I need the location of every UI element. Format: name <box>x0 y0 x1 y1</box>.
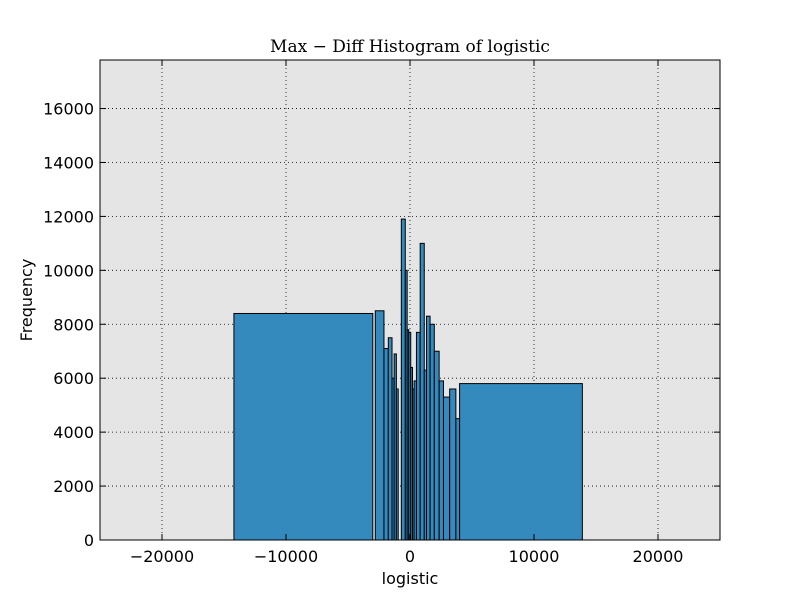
histogram-bar <box>459 383 583 541</box>
y-tick-label: 4000 <box>53 423 94 442</box>
x-tick-label: 0 <box>405 547 415 566</box>
x-axis-label: logistic <box>382 569 439 588</box>
x-tick-label: −10000 <box>254 547 318 566</box>
histogram-bar <box>383 348 389 541</box>
histogram-bar <box>419 242 425 541</box>
grid-lines <box>100 60 720 540</box>
histogram-bar <box>425 315 431 541</box>
x-tick-label: 10000 <box>509 547 560 566</box>
chart-title: Max − Diff Histogram of logistic <box>270 37 550 57</box>
histogram-bar <box>438 380 444 541</box>
histogram-bar <box>455 418 461 541</box>
y-tick-label: 0 <box>84 531 94 550</box>
y-axis-label: Frequency <box>17 259 36 342</box>
y-tick-label: 14000 <box>43 153 94 172</box>
histogram-bar <box>433 350 440 541</box>
histogram-bar <box>429 323 435 541</box>
y-tick-label: 12000 <box>43 207 94 226</box>
histogram-bar <box>387 337 393 541</box>
histogram-bar <box>395 388 399 541</box>
y-tick-label: 8000 <box>53 315 94 334</box>
histogram-bar <box>449 388 457 541</box>
y-tick-label: 2000 <box>53 477 94 496</box>
histogram-bar <box>415 331 421 541</box>
histogram-bar <box>233 312 374 541</box>
histogram-bar <box>400 218 406 541</box>
histogram-bar <box>374 310 385 541</box>
x-tick-label: −20000 <box>130 547 194 566</box>
histogram-bar <box>442 396 451 541</box>
y-tick-label: 6000 <box>53 369 94 388</box>
x-tick-label: 20000 <box>633 547 684 566</box>
axis-ticks: −20000 −10000 0 10000 20000 0 2000 4000 6000 8000… <box>43 60 720 566</box>
y-tick-label: 10000 <box>43 261 94 280</box>
y-tick-label: 16000 <box>43 100 94 119</box>
